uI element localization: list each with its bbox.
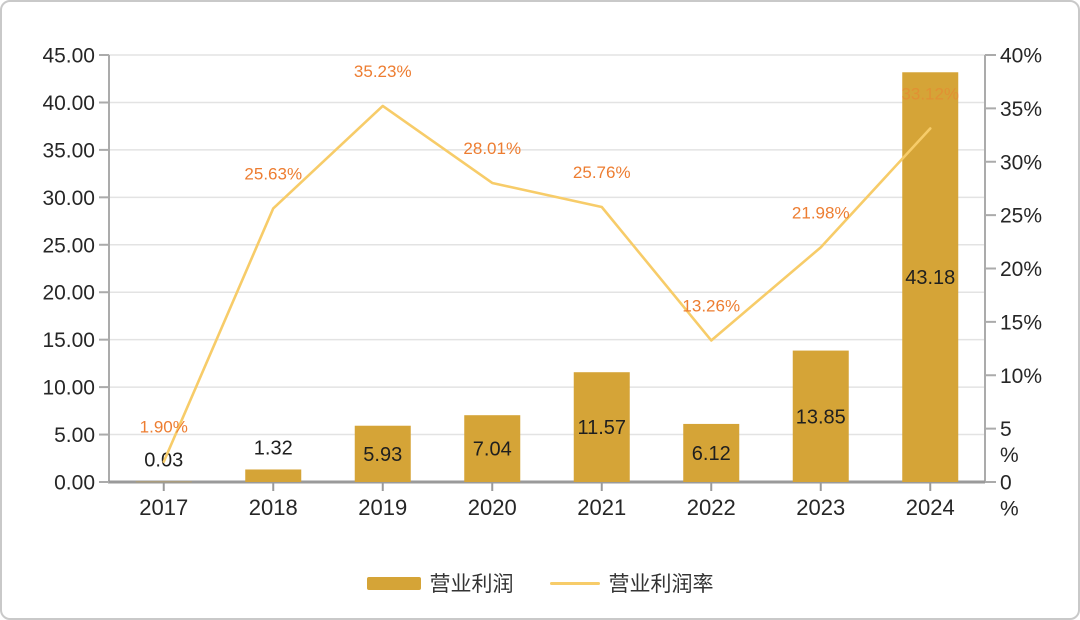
bar-value-label: 5.93 — [363, 444, 402, 466]
axes — [99, 54, 996, 491]
bar-value-label: 11.57 — [577, 417, 626, 439]
bar — [683, 423, 740, 482]
bar-value-label: 7.04 — [473, 439, 512, 461]
legend-label-operating-profit: 营业利润 — [429, 573, 514, 596]
left-axis-label: 0.00 — [54, 472, 95, 495]
left-axis-label: 15.00 — [42, 329, 95, 352]
gridlines — [109, 54, 985, 436]
line-value-labels: 1.90% 25.63% 35.23% 28.01% 25.76% 13.26% 21.98… — [140, 62, 959, 437]
left-axis-label: 5.00 — [54, 424, 95, 447]
x-axis-labels: 2017 2018 2019 2020 2021 2022 2023 2024 — [139, 495, 954, 520]
pct-label: 1.90% — [140, 418, 188, 437]
right-axis-label: 40% — [1000, 45, 1042, 68]
legend-item-operating-profit: 营业利润 — [366, 568, 514, 598]
pct-label: 25.63% — [244, 164, 302, 183]
left-axis-label: 25.00 — [42, 234, 95, 257]
year-label: 2023 — [796, 495, 845, 520]
right-axis-label: 15% — [1000, 311, 1042, 334]
right-axis-labels: 40% 35% 30% 25% 20% 15% 10% 5 % 0% — [1000, 45, 1042, 521]
right-axis-label: 10% — [1000, 365, 1042, 388]
left-axis-label: 10.00 — [42, 377, 95, 400]
bar-value-label: 13.85 — [796, 406, 846, 428]
year-label: 2018 — [249, 495, 298, 520]
bar-value-label: 1.32 — [254, 437, 293, 459]
bar — [902, 72, 959, 482]
year-label: 2019 — [358, 495, 407, 520]
left-axis-label: 45.00 — [42, 45, 95, 68]
bar — [245, 469, 302, 482]
bar-series-swatch — [366, 576, 421, 590]
year-label: 2022 — [687, 495, 736, 520]
left-axis-label: 35.00 — [42, 139, 95, 162]
legend-label-operating-margin: 营业利润率 — [608, 573, 714, 596]
left-axis-labels: 45.00 40.00 35.00 30.00 25.00 20.00 15.00 10.00… — [42, 45, 95, 495]
left-axis-label: 40.00 — [42, 92, 95, 115]
line-path — [162, 104, 932, 464]
right-axis-label: 35% — [1000, 98, 1042, 121]
year-label: 2021 — [577, 495, 626, 520]
pct-label: 33.12% — [901, 84, 959, 103]
bar — [573, 372, 630, 482]
line-series — [162, 104, 932, 464]
bar-value-label: 43.18 — [905, 267, 955, 289]
left-axis-label: 20.00 — [42, 282, 95, 305]
pct-label: 21.98% — [792, 203, 850, 222]
legend-item-operating-margin: 营业利润率 — [549, 568, 714, 598]
pct-label: 25.76% — [573, 163, 631, 182]
year-label: 2017 — [139, 495, 188, 520]
right-axis-label: 5% — [1000, 418, 1019, 467]
bar — [354, 425, 411, 482]
pct-label: 13.26% — [682, 296, 740, 315]
bar-series — [135, 72, 959, 483]
year-label: 2020 — [468, 495, 517, 520]
left-axis-label: 30.00 — [42, 187, 95, 210]
right-axis-label: 30% — [1000, 151, 1042, 174]
right-axis-label: 25% — [1000, 205, 1042, 228]
chart-legend: 营业利润 营业利润率 — [2, 568, 1078, 598]
bar — [792, 350, 849, 482]
pct-label: 28.01% — [463, 139, 521, 158]
right-axis-label: 20% — [1000, 258, 1042, 281]
pct-label: 35.23% — [354, 62, 412, 81]
bar-value-label: 6.12 — [692, 443, 731, 465]
bar — [464, 415, 521, 482]
line-series-swatch — [549, 581, 600, 585]
year-label: 2024 — [906, 495, 955, 520]
right-axis-label: 0% — [1000, 472, 1019, 521]
